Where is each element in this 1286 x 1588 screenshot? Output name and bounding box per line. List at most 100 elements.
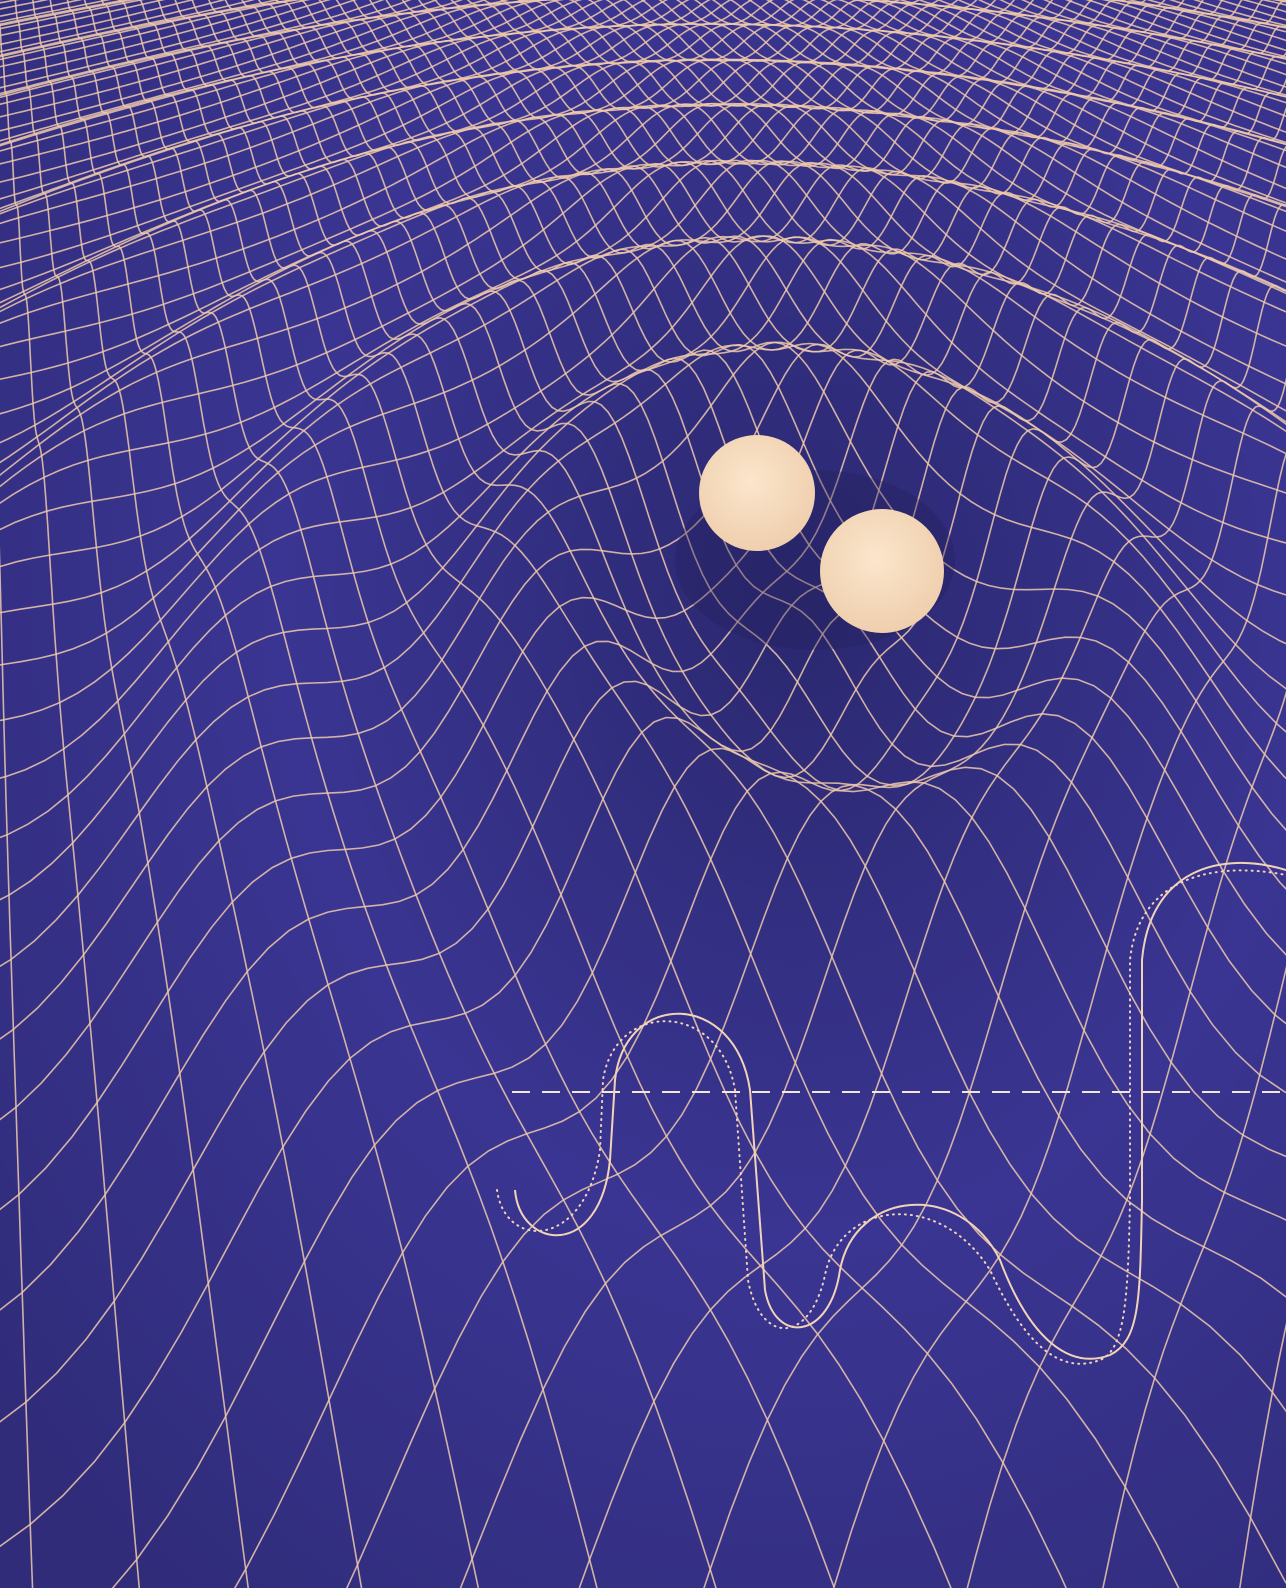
grid-line — [1109, 0, 1286, 52]
grid-line — [118, 0, 952, 1588]
grid-line — [0, 0, 816, 313]
grid-line — [318, 0, 1286, 890]
grid-line — [0, 0, 880, 348]
grid-line — [0, 0, 997, 488]
grid-line — [0, 0, 296, 61]
grid-line — [14, 0, 250, 1588]
grid-line — [1168, 0, 1286, 28]
grid-line — [100, 0, 835, 1588]
grid-line — [49, 0, 480, 1588]
grid-line — [434, 0, 1286, 544]
grid-line — [693, 0, 1286, 260]
grid-line — [0, 0, 136, 27]
grid-line — [0, 0, 1073, 614]
grid-line — [241, 0, 1286, 1158]
star-a — [699, 435, 815, 551]
grid-line — [459, 204, 1286, 1588]
grid-line — [0, 0, 463, 118]
grid-line — [0, 0, 332, 89]
grid-line — [191, 0, 1286, 1413]
grid-line — [0, 0, 583, 183]
grid-line — [0, 0, 1147, 779]
grid-line — [224, 0, 1286, 1221]
grid-line — [0, 0, 1094, 666]
grid-line — [0, 0, 548, 147]
grid-line — [0, 0, 145, 30]
grid-line — [0, 0, 1286, 1311]
grid-line — [0, 0, 1264, 1211]
grid-line — [0, 0, 557, 152]
grid-line — [957, 0, 1286, 98]
grid-line — [578, 284, 1286, 1588]
grid-line — [0, 0, 795, 309]
grid-line — [0, 0, 1204, 968]
grid-line — [1260, 0, 1286, 6]
grid-line — [0, 0, 166, 37]
grid-line — [999, 0, 1286, 88]
grid-line — [1102, 965, 1286, 1588]
grid-line — [0, 0, 625, 210]
grid-line — [0, 0, 753, 291]
grid-line — [820, 0, 1286, 169]
grid-line — [66, 0, 598, 1588]
grid-line — [0, 25, 1286, 1423]
grid-line — [0, 0, 50, 10]
grid-line — [1239, 1322, 1286, 1588]
grid-line — [257, 0, 1286, 1094]
grid-line — [111, 78, 1286, 1588]
grid-line — [0, 0, 311, 79]
grid-line — [640, 0, 1286, 292]
grid-line — [1113, 0, 1286, 42]
grid-line — [1020, 0, 1286, 76]
star-b — [820, 509, 944, 633]
grid-line — [0, 0, 111, 23]
grid-line — [1241, 0, 1286, 13]
grid-line — [1064, 0, 1286, 60]
grid-line — [208, 0, 1286, 1298]
grid-line — [0, 0, 1185, 901]
grid-line — [1101, 0, 1286, 58]
grid-line — [0, 0, 256, 57]
grid-line — [832, 451, 1286, 1588]
grid-line — [1085, 0, 1286, 60]
grid-line — [233, 106, 1286, 1588]
grid-line — [703, 377, 1286, 1588]
grid-line — [966, 690, 1286, 1588]
grid-line — [0, 0, 711, 244]
grid-line — [1193, 0, 1286, 27]
grid-line — [0, 0, 565, 165]
grid-line — [0, 0, 1243, 1121]
grid-line — [0, 0, 358, 95]
grid-line — [0, 0, 1127, 722]
grid-line — [0, 0, 385, 97]
grid-line — [0, 0, 732, 269]
grid-line — [0, 0, 412, 99]
grid-line — [0, 0, 438, 106]
grid-line — [0, 0, 690, 225]
grid-line — [1127, 0, 1286, 33]
grid-line — [0, 0, 857, 325]
waveform-dotted — [496, 869, 1286, 1365]
grid-line — [0, 0, 195, 46]
grid-line — [345, 145, 1286, 1588]
grid-line — [0, 0, 530, 146]
grid-line — [174, 0, 1286, 1584]
grid-line — [0, 0, 487, 132]
grid-line — [0, 0, 227, 53]
grid-line — [851, 0, 1286, 145]
grid-line — [335, 0, 1286, 832]
grid-line — [0, 0, 604, 200]
grid-line — [417, 0, 1286, 596]
grid-line — [977, 0, 1286, 96]
grid-line — [0, 0, 83, 18]
grid-line — [676, 0, 1286, 283]
grid-line — [0, 0, 1224, 1040]
grid-line — [0, 0, 280, 58]
grid-line — [0, 0, 301, 68]
grid-line — [1217, 0, 1286, 21]
